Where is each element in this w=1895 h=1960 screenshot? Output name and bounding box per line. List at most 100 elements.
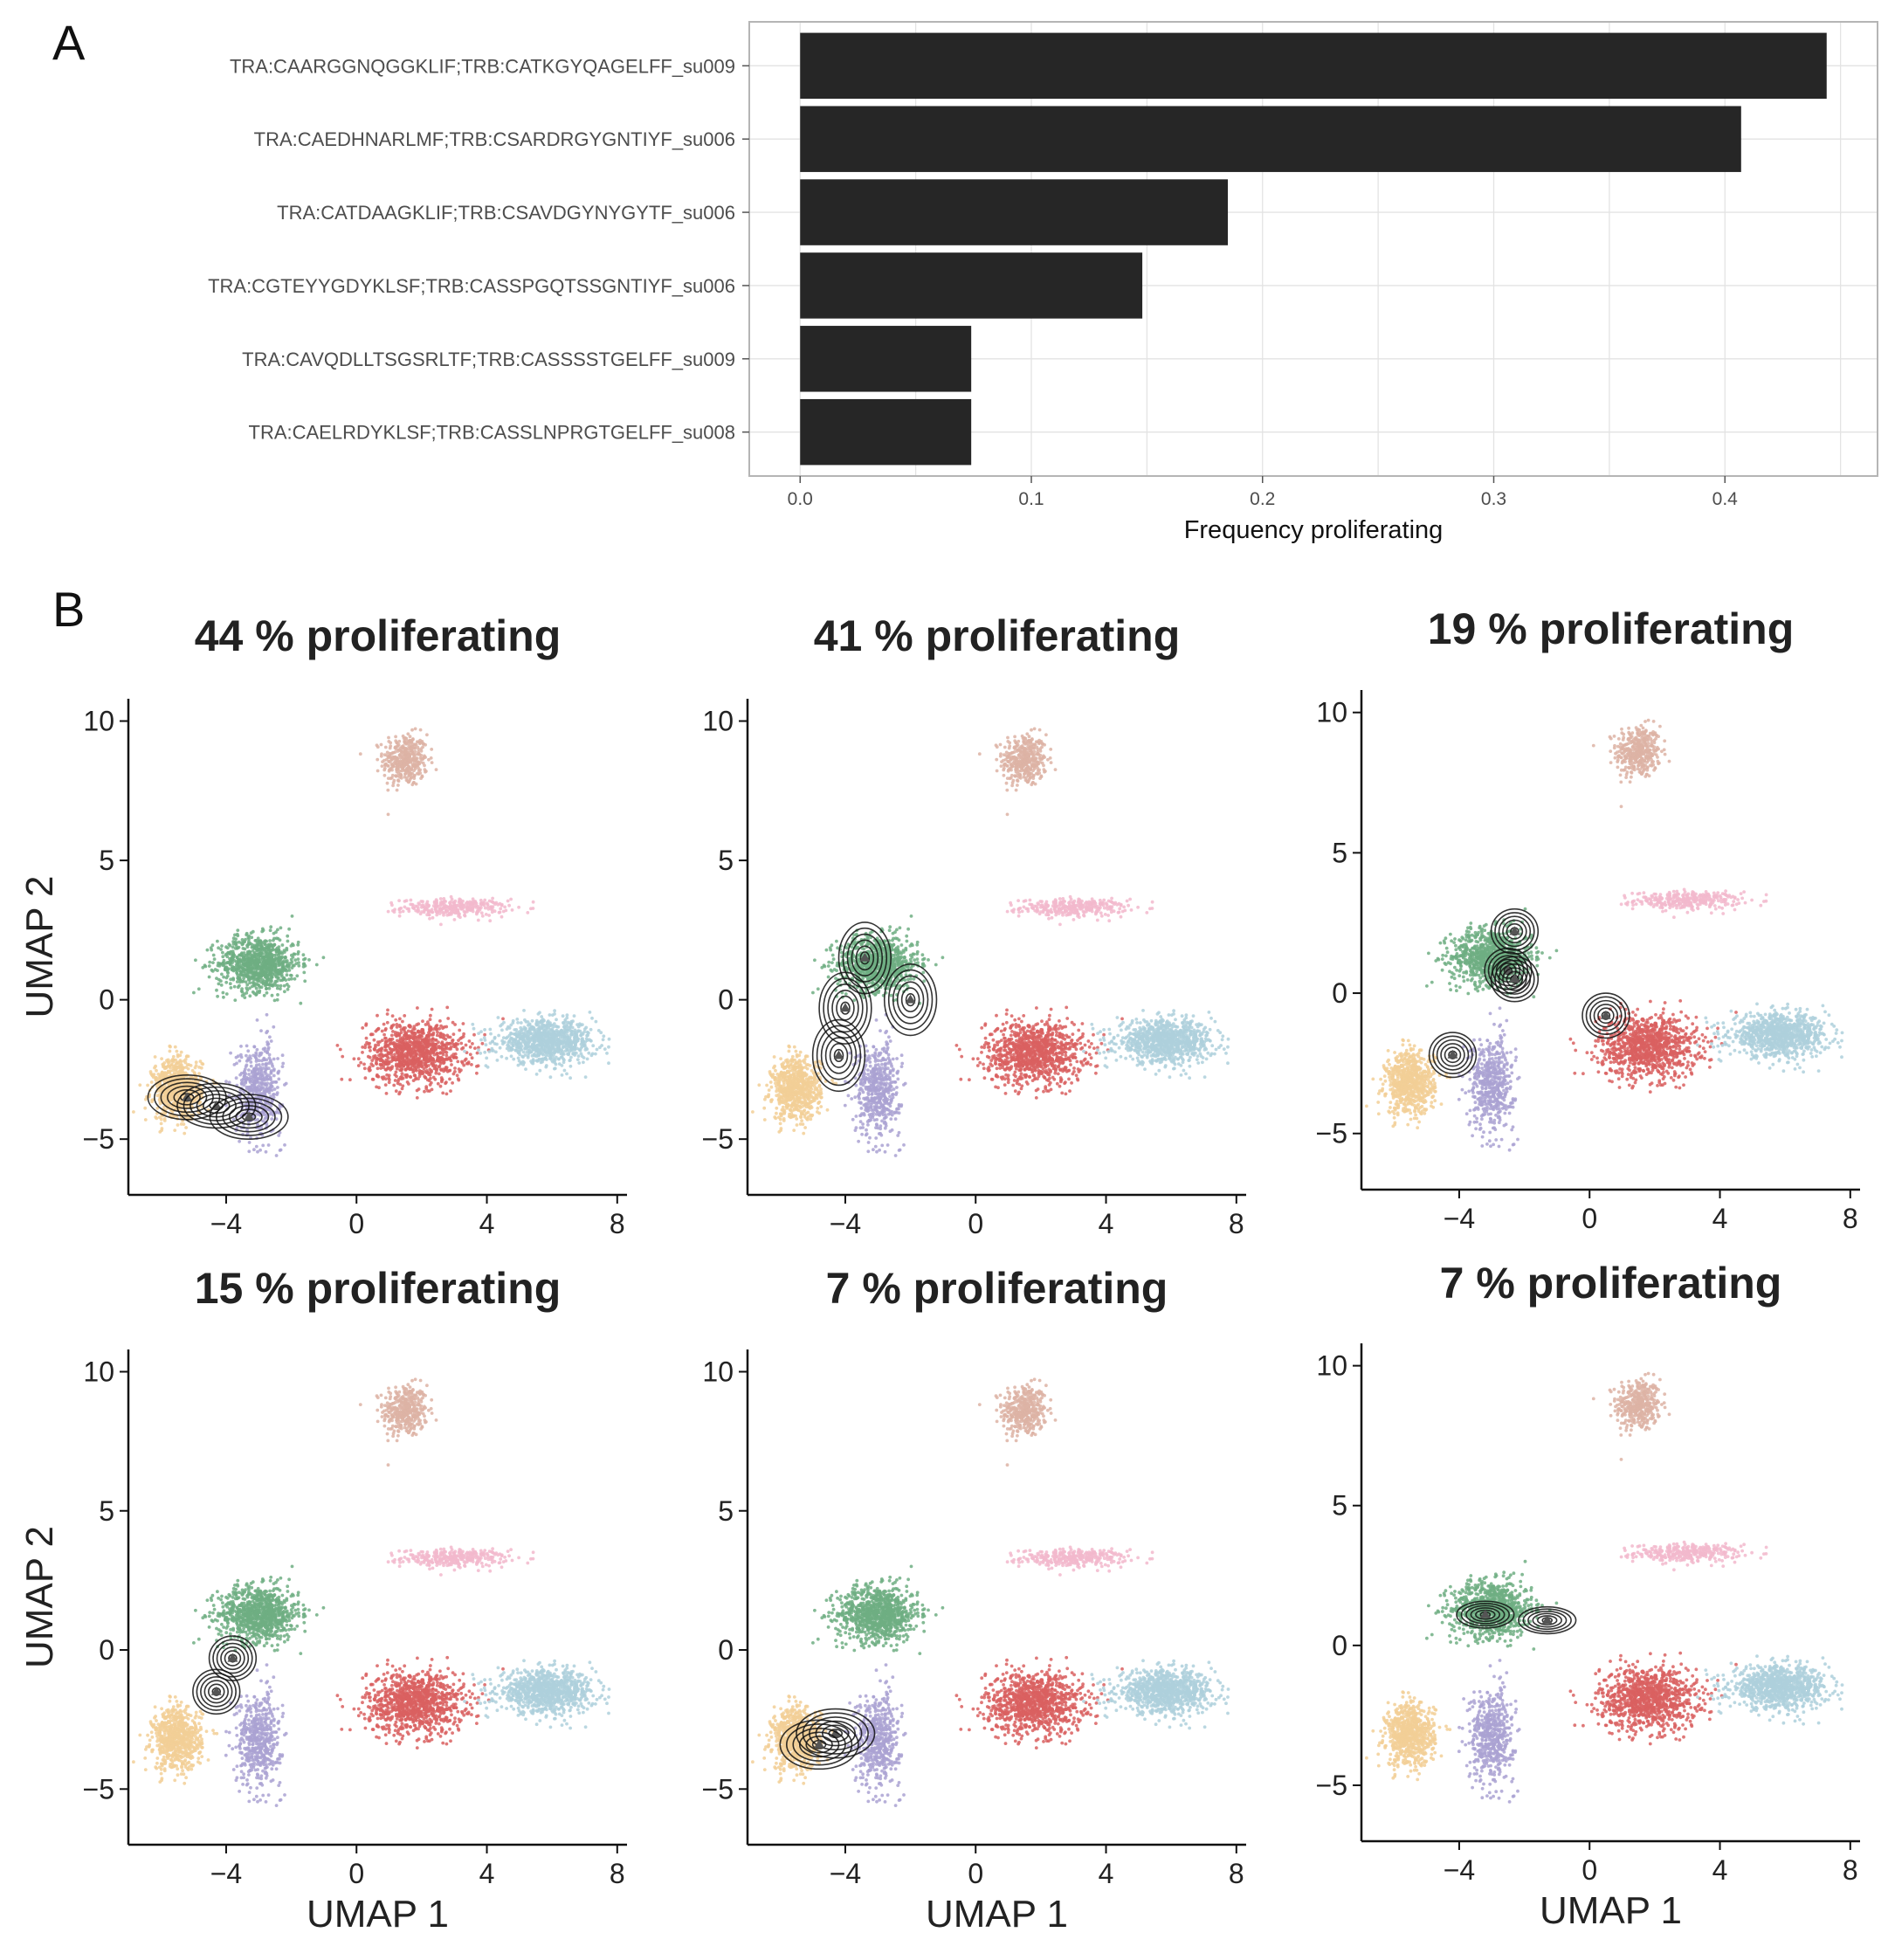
umap-cell-point <box>387 813 390 817</box>
umap-cell-point <box>423 1090 426 1094</box>
umap-cell-point <box>226 946 230 949</box>
bar-category-label: TRA:CAEDHNARLMF;TRB:CSARDRGYGNTIYF_su006 <box>254 128 735 150</box>
bar-x-tick-label: 0.3 <box>1481 489 1506 509</box>
umap-cell-point <box>291 966 294 970</box>
umap-cell-point <box>238 962 241 965</box>
umap-cell-point <box>368 1042 371 1046</box>
umap-cell-point <box>452 1032 456 1036</box>
umap-cell-point <box>286 988 290 991</box>
umap-cell-point <box>477 1064 480 1067</box>
umap-cell-point <box>229 977 232 981</box>
umap-cell-point <box>364 1044 368 1047</box>
umap-cell-point <box>389 1038 392 1041</box>
umap-cell-point <box>401 764 404 768</box>
umap-cell-point <box>471 1056 474 1059</box>
umap-cell-point <box>507 904 511 908</box>
umap-cell-point <box>244 948 247 951</box>
umap-cell-point <box>322 956 326 959</box>
umap-cell-point <box>379 1066 382 1070</box>
umap-cell-point <box>224 981 228 984</box>
umap-cell-point <box>381 1039 384 1042</box>
umap-cell-point <box>483 904 486 908</box>
umap-cell-point <box>255 987 258 990</box>
bar-category-label: TRA:CAELRDYKLSF;TRB:CASSLNPRGTGELFF_su00… <box>249 422 736 444</box>
umap-cell-point <box>271 944 274 948</box>
umap-cell-point <box>230 986 233 990</box>
umap-cell-point <box>225 977 229 980</box>
umap-cell-point <box>369 1062 373 1066</box>
umap-cell-point <box>443 1034 446 1038</box>
umap-cell-point <box>286 970 289 973</box>
umap-cell-point <box>479 903 483 907</box>
umap-cell-point <box>245 932 249 935</box>
umap-cell-point <box>376 745 380 749</box>
umap-cell-point <box>250 935 253 939</box>
umap-cell-point <box>479 899 483 902</box>
umap-cell-point <box>267 973 271 977</box>
umap-cell-point <box>367 1055 370 1059</box>
umap-cell-point <box>281 943 285 947</box>
umap-cell-point <box>398 914 402 918</box>
umap-cell-point <box>418 1053 422 1057</box>
umap-cell-point <box>227 951 231 955</box>
umap-cell-point <box>411 737 415 741</box>
umap-cell-point <box>279 984 283 988</box>
umap-cell-point <box>394 735 397 739</box>
umap-cell-point <box>393 1073 396 1077</box>
umap-cell-point <box>384 1027 388 1031</box>
umap-cell-point <box>469 1052 472 1056</box>
umap-cell-point <box>491 897 494 901</box>
umap-cell-point <box>438 1065 441 1068</box>
umap-cell-point <box>203 963 207 967</box>
umap-cell-point <box>240 987 244 990</box>
umap-cell-point <box>252 992 256 996</box>
umap-cell-point <box>402 910 405 914</box>
umap-cell-point <box>426 1020 430 1024</box>
umap-cell-point <box>451 1021 455 1025</box>
umap-cell-point <box>271 973 274 977</box>
umap-cell-point <box>260 942 264 945</box>
umap-cell-point <box>236 933 239 936</box>
bar-x-tick-label: 0.1 <box>1018 489 1044 509</box>
umap-cell-point <box>391 1014 395 1018</box>
umap-cell-point <box>387 736 390 740</box>
umap-cell-point <box>256 953 259 956</box>
umap-cell-point <box>416 1096 419 1100</box>
umap-cell-point <box>454 911 458 914</box>
umap-cell-point <box>292 943 295 947</box>
umap-cell-point <box>456 1073 459 1077</box>
umap-cell-point <box>429 1018 432 1021</box>
umap-cell-point <box>217 978 221 982</box>
umap-cell-point <box>376 1058 380 1061</box>
umap-cell-point <box>450 1063 453 1066</box>
umap-cell-point <box>439 897 443 901</box>
umap-cell-point <box>416 1006 419 1010</box>
umap-cell-point <box>458 1037 462 1040</box>
umap-cell-point <box>398 1091 402 1094</box>
umap-cell-point <box>431 1059 435 1062</box>
umap-cell-point <box>421 904 424 908</box>
umap-cell-point <box>238 946 241 949</box>
umap-cell-point <box>387 1045 390 1048</box>
umap-cell-point <box>398 761 402 764</box>
umap-cell-point <box>444 1081 447 1085</box>
umap-cell-point <box>257 948 260 951</box>
umap-cell-point <box>425 733 429 736</box>
umap-cell-point <box>506 900 510 903</box>
umap-cell-point <box>445 909 449 913</box>
umap-cell-point <box>272 937 276 941</box>
umap-cell-point <box>248 994 252 997</box>
umap-cell-point <box>264 955 267 958</box>
umap-cell-point <box>238 957 242 961</box>
umap-cell-point <box>265 946 269 949</box>
umap-cell-point <box>412 1069 416 1073</box>
umap-cell-point <box>421 757 424 761</box>
umap-cell-point <box>407 753 410 756</box>
umap-cell-point <box>393 779 396 783</box>
umap-cell-point <box>284 956 287 959</box>
umap-cell-point <box>500 903 504 907</box>
umap-cell-point <box>397 743 401 747</box>
umap-cell-point <box>416 1052 419 1056</box>
umap-cell-point <box>292 956 295 959</box>
umap-cell-point <box>252 983 256 987</box>
